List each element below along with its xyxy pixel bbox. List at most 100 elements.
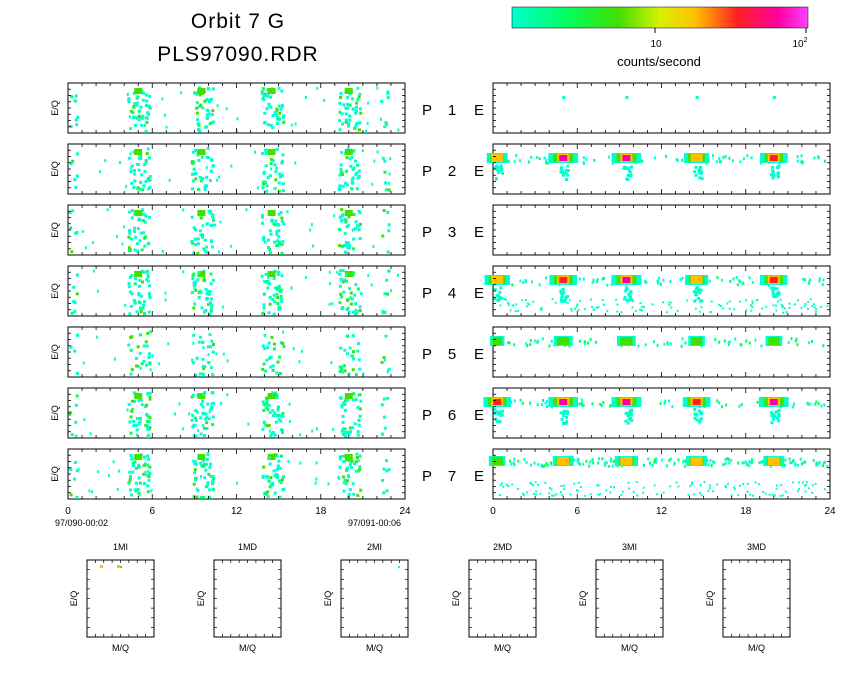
- right-x-tick-label: 18: [740, 506, 752, 517]
- left-data-cell: [275, 396, 279, 400]
- right-band-cell: [801, 462, 804, 466]
- right-tail-cell: [493, 408, 497, 412]
- left-noise-cell: [236, 481, 238, 485]
- right-low-cell: [809, 298, 812, 301]
- right-low-cell: [507, 485, 510, 488]
- left-data-cell: [199, 495, 203, 499]
- right-low-cell: [813, 303, 815, 306]
- right-tail-cell: [770, 421, 774, 425]
- left-data-cell: [138, 333, 142, 337]
- left-data-cell: [265, 94, 269, 98]
- left-data-cell: [146, 147, 150, 151]
- left-data-cell: [130, 181, 134, 185]
- left-data-cell: [133, 460, 137, 464]
- right-band-cell: [579, 462, 582, 466]
- right-tail-cell: [699, 288, 703, 292]
- left-data-cell: [190, 418, 194, 422]
- left-noise-cell: [270, 167, 272, 171]
- left-data-cell: [211, 87, 215, 91]
- left-data-cell: [339, 365, 343, 369]
- left-data-cell: [278, 414, 282, 418]
- right-tail-cell: [495, 419, 499, 423]
- left-panel-2: E/Q: [50, 143, 406, 195]
- right-low-cell: [550, 488, 553, 491]
- left-data-cell: [354, 124, 358, 128]
- right-band-cell: [588, 464, 591, 468]
- left-data-cell: [342, 278, 346, 282]
- left-data-cell: [74, 434, 78, 438]
- right-band-cell: [804, 460, 807, 464]
- right-low-cell: [804, 490, 807, 493]
- right-peak-warm: [557, 457, 570, 465]
- left-data-cell: [129, 109, 133, 113]
- left-data-cell: [280, 298, 284, 302]
- right-band-cell: [536, 403, 539, 407]
- left-data-cell: [282, 345, 286, 348]
- right-tail-cell: [499, 164, 503, 168]
- left-data-cell: [344, 118, 348, 122]
- left-data-cell: [262, 235, 266, 239]
- left-data-cell: [141, 116, 145, 120]
- left-data-cell: [351, 176, 355, 180]
- mq-data-cell: [120, 566, 122, 568]
- right-low-cell: [523, 494, 525, 497]
- right-band-cell: [534, 339, 537, 343]
- left-data-cell: [194, 288, 198, 292]
- left-data-cell: [212, 401, 216, 405]
- left-data-cell: [383, 426, 387, 430]
- colorbar-tick-100: 102: [792, 37, 807, 50]
- left-data-cell: [387, 468, 391, 472]
- left-data-cell: [356, 459, 360, 463]
- right-tail-cell: [498, 291, 502, 294]
- left-data-cell: [73, 477, 76, 481]
- right-tail-cell: [697, 297, 701, 300]
- left-data-cell: [137, 114, 141, 118]
- right-low-cell: [505, 299, 508, 301]
- left-data-cell: [191, 241, 195, 245]
- left-data-cell: [272, 469, 276, 473]
- right-tail-cell: [626, 414, 630, 418]
- left-data-cell: [203, 417, 207, 421]
- left-data-cell: [142, 464, 146, 467]
- right-low-cell: [501, 482, 503, 485]
- left-data-cell: [205, 427, 209, 430]
- left-data-cell: [146, 454, 150, 458]
- right-low-cell: [616, 310, 619, 313]
- left-data-cell: [147, 293, 151, 297]
- left-noise-cell: [129, 152, 132, 156]
- right-band-cell: [602, 401, 605, 405]
- right-tail-cell: [771, 170, 775, 174]
- right-low-cell: [524, 299, 527, 301]
- right-tail-cell: [494, 177, 498, 181]
- left-noise-cell: [372, 245, 375, 248]
- left-data-cell: [355, 122, 359, 125]
- right-low-cell: [535, 490, 538, 493]
- left-data-cell: [202, 276, 206, 280]
- left-data-cell: [207, 209, 211, 213]
- left-hot-cell: [344, 88, 353, 94]
- left-data-cell: [358, 237, 362, 240]
- right-band-cell: [592, 278, 595, 282]
- right-low-cell: [575, 305, 578, 308]
- right-low-cell: [775, 304, 777, 307]
- mq-ylabel: E/Q: [451, 591, 461, 607]
- right-band-cell: [739, 160, 742, 164]
- left-data-cell: [274, 170, 278, 174]
- right-low-cell: [751, 306, 754, 308]
- right-low-cell: [609, 491, 612, 494]
- left-data-cell: [281, 240, 285, 244]
- left-data-cell: [132, 391, 136, 395]
- right-x-tick-label: 0: [490, 506, 496, 517]
- left-data-cell: [271, 114, 275, 117]
- left-data-cell: [146, 179, 150, 183]
- left-data-cell: [359, 107, 362, 111]
- left-panel-6: E/Q: [50, 387, 406, 439]
- left-data-cell: [273, 240, 277, 244]
- right-band-cell: [529, 339, 532, 342]
- left-noise-cell: [92, 269, 95, 273]
- right-band-cell: [707, 463, 710, 467]
- left-data-cell: [350, 354, 354, 358]
- right-tail-cell: [629, 295, 632, 299]
- left-data-cell: [351, 310, 355, 314]
- left-data-cell: [132, 424, 136, 428]
